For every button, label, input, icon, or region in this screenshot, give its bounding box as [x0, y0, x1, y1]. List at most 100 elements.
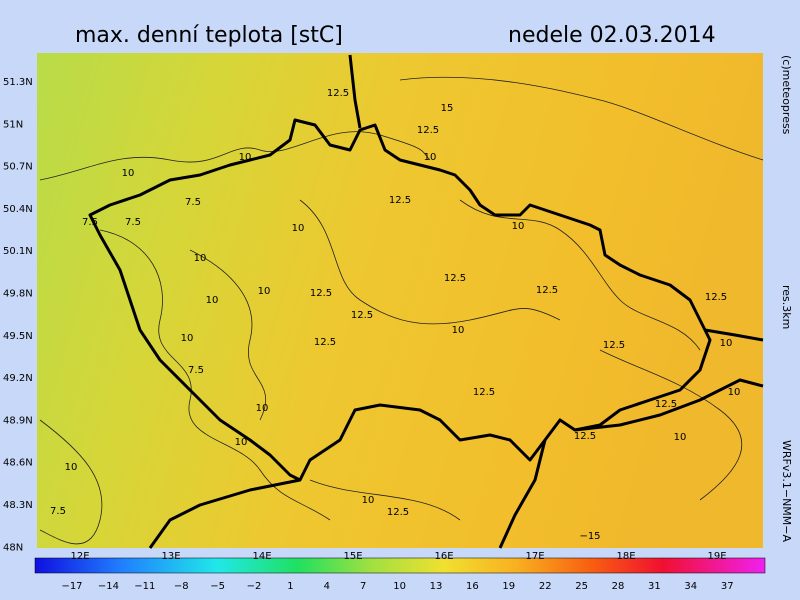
colorbar-label: 16 [466, 581, 479, 592]
colorbar-label: −2 [247, 581, 262, 592]
colorbar-label: −14 [98, 581, 119, 592]
contour-label: 10 [181, 333, 194, 344]
contour-label: 12.5 [473, 387, 495, 398]
contour-label: 12.5 [574, 431, 596, 442]
lat-label: 50.4N [3, 204, 33, 215]
lon-label: 16E [434, 551, 453, 562]
lon-label: 19E [707, 551, 726, 562]
contour-label: 12.5 [389, 195, 411, 206]
contour-label: 10 [122, 168, 135, 179]
contour-label: 12.5 [327, 88, 349, 99]
contour-label: 10 [674, 432, 687, 443]
lon-label: 15E [343, 551, 362, 562]
colorbar-label: 31 [648, 581, 661, 592]
lat-label: 49.8N [3, 289, 33, 300]
lon-label: 13E [161, 551, 180, 562]
lat-label: 50.1N [3, 246, 33, 257]
contour-label: 7.5 [50, 506, 66, 517]
colorbar-label: 19 [502, 581, 515, 592]
contour-label: 7.5 [125, 217, 141, 228]
contour-label: 10 [452, 325, 465, 336]
contour-line [399, 76, 764, 161]
colorbar-label: 4 [324, 581, 330, 592]
lat-label: 48.6N [3, 458, 33, 469]
contour-line [189, 249, 266, 421]
contour-label: 12.5 [444, 273, 466, 284]
contour-label: 10 [194, 253, 207, 264]
colorbar-label: 22 [539, 581, 552, 592]
contour-label: 10 [720, 338, 733, 349]
contour-label: 12.5 [655, 399, 677, 410]
contour-label: 10 [235, 437, 248, 448]
lat-label: 50.7N [3, 162, 33, 173]
contour-label: 10 [206, 295, 219, 306]
country-border [574, 378, 764, 432]
contour-label: 12.5 [705, 292, 727, 303]
contour-label: 10 [292, 223, 305, 234]
contour-label: 7.5 [185, 197, 201, 208]
lat-label: 48N [3, 542, 23, 553]
resolution: res.3km [780, 285, 793, 329]
colorbar-label: −17 [61, 581, 82, 592]
lon-label: 12E [70, 551, 89, 562]
map-field [37, 53, 763, 548]
colorbar-label: −8 [174, 581, 189, 592]
contour-line [39, 419, 103, 545]
contour-label: 10 [362, 495, 375, 506]
contour-label: 12.5 [603, 340, 625, 351]
lat-label: 49.5N [3, 331, 33, 342]
colorbar-label: −5 [210, 581, 225, 592]
contour-line [309, 479, 461, 521]
contour-label: 10 [65, 462, 78, 473]
contour-label: 7.5 [188, 365, 204, 376]
map-title: max. denní teplota [stC] [75, 23, 343, 48]
lat-label: 48.3N [3, 500, 33, 511]
contour-label: 12.5 [351, 310, 373, 321]
colorbar-label: 13 [430, 581, 443, 592]
country-border [148, 478, 301, 549]
contour-label: 12.5 [314, 337, 336, 348]
colorbar-label: 7 [360, 581, 366, 592]
contours [39, 76, 764, 545]
contour-label: 10 [728, 387, 741, 398]
model-name: WRFv3.1−NMM−A [780, 440, 793, 542]
contour-label: 10 [239, 152, 252, 163]
contour-label: 12.5 [417, 125, 439, 136]
country-border [348, 54, 362, 129]
contour-line [599, 349, 743, 501]
contour-line [459, 199, 701, 351]
borders [88, 54, 764, 549]
lat-label: 51.3N [3, 77, 33, 88]
lon-label: 18E [616, 551, 635, 562]
country-border [704, 328, 764, 342]
contour-label: −15 [579, 531, 600, 542]
country-border [88, 118, 712, 482]
colorbar-label: 37 [721, 581, 734, 592]
map-date: nedele 02.03.2014 [508, 23, 716, 48]
copyright: (c)meteopress [780, 55, 793, 135]
contour-line [299, 199, 561, 325]
lat-label: 51N [3, 119, 23, 130]
contour-label: 12.5 [310, 288, 332, 299]
contour-label: 10 [512, 221, 525, 232]
country-border [498, 439, 547, 549]
lat-label: 48.9N [3, 415, 33, 426]
colorbar-label: 25 [575, 581, 588, 592]
contour-label: 10 [258, 286, 271, 297]
contour-label: 10 [256, 403, 269, 414]
colorbar-label: 34 [684, 581, 697, 592]
contour-label: 15 [441, 103, 454, 114]
lon-label: 17E [525, 551, 544, 562]
colorbar-label: 10 [393, 581, 406, 592]
colorbar [34, 557, 766, 574]
contour-label: 12.5 [387, 507, 409, 518]
contour-label: 7.5 [82, 217, 98, 228]
contour-label: 10 [424, 152, 437, 163]
colorbar-label: 28 [612, 581, 625, 592]
contour-label: 12.5 [536, 285, 558, 296]
lat-label: 49.2N [3, 373, 33, 384]
colorbar-label: 1 [287, 581, 293, 592]
contour-line [39, 131, 431, 181]
